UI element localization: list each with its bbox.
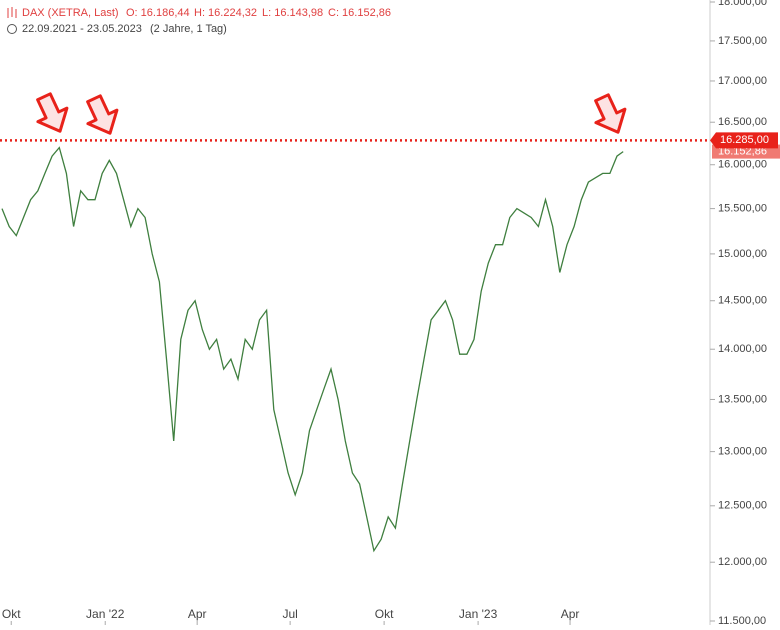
y-tick-label: 13.500,00 [718, 393, 767, 405]
y-tick-label: 11.500,00 [718, 615, 766, 625]
price-line [1, 146, 624, 553]
y-tick-label: 14.500,00 [718, 295, 767, 307]
x-tick-label: Apr [561, 607, 580, 621]
y-tick-label: 18.000,00 [718, 0, 767, 8]
x-tick-label: Jul [282, 607, 297, 621]
arrow [36, 92, 69, 133]
y-tick-label: 17.500,00 [718, 35, 767, 47]
resistance-box [710, 132, 778, 149]
candle-icon [7, 7, 17, 18]
y-tick-label: 12.500,00 [718, 500, 767, 512]
low: L: 16.143,98 [262, 7, 323, 19]
x-tick-label: Jan '23 [459, 607, 498, 621]
y-tick-label: 12.000,00 [718, 556, 767, 568]
clock-icon [7, 24, 17, 34]
y-tick-label: 15.000,00 [718, 248, 767, 260]
x-tick-label: Apr [188, 607, 207, 621]
last-price-label: 16.152,86 [718, 146, 767, 158]
resistance-label: 16.285,00 [720, 134, 769, 146]
x-tick-label: Okt [2, 607, 21, 621]
arrow [86, 94, 119, 135]
y-tick-label: 13.000,00 [718, 446, 767, 458]
date-span: (2 Jahre, 1 Tag) [150, 23, 227, 35]
x-tick-label: Jan '22 [86, 607, 125, 621]
y-tick-label: 16.000,00 [718, 159, 767, 171]
open: O: 16.186,44 [126, 7, 190, 19]
date-range: 22.09.2021 - 23.05.2023 [22, 23, 142, 35]
high: H: 16.224,32 [194, 7, 257, 19]
arrow [594, 93, 627, 134]
y-tick-label: 14.000,00 [718, 343, 767, 355]
y-tick-label: 15.500,00 [718, 203, 767, 215]
x-tick-label: Okt [375, 607, 394, 621]
close: C: 16.152,86 [328, 7, 391, 19]
y-tick-label: 17.000,00 [718, 75, 767, 87]
y-tick-label: 16.500,00 [718, 116, 767, 128]
instrument: DAX (XETRA, Last) [22, 7, 119, 19]
